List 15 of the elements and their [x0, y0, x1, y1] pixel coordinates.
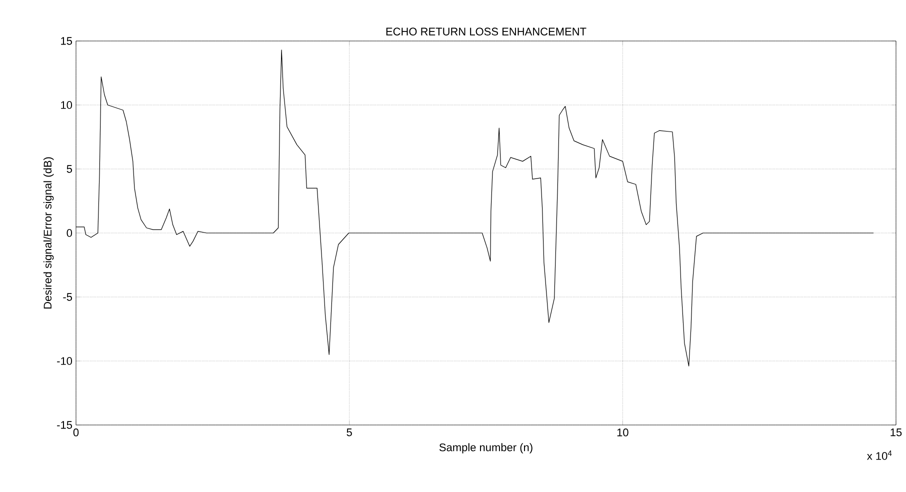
y-axis-title: Desired signal/Error signal (dB): [43, 157, 54, 308]
x-tick-label: 0: [73, 428, 79, 436]
x-tick-label: 10: [617, 428, 628, 436]
text: x 10$^{4}$: [867, 450, 892, 460]
y-tick-label: 15: [61, 37, 72, 45]
y-tick-label: 5: [66, 165, 72, 173]
y-tick-label: -10: [57, 357, 72, 365]
x-tick-label: 5: [346, 428, 352, 436]
y-tick-label: -5: [63, 293, 72, 301]
y-tick-label: 0: [66, 229, 72, 237]
x-axis-title: Sample number (n): [439, 443, 532, 454]
y-tick-label: 10: [61, 101, 72, 109]
y-tick-label: -15: [57, 421, 72, 429]
chart-title: ECHO RETURN LOSS ENHANCEMENT: [386, 28, 586, 36]
x-tick-label: 15: [890, 428, 902, 436]
